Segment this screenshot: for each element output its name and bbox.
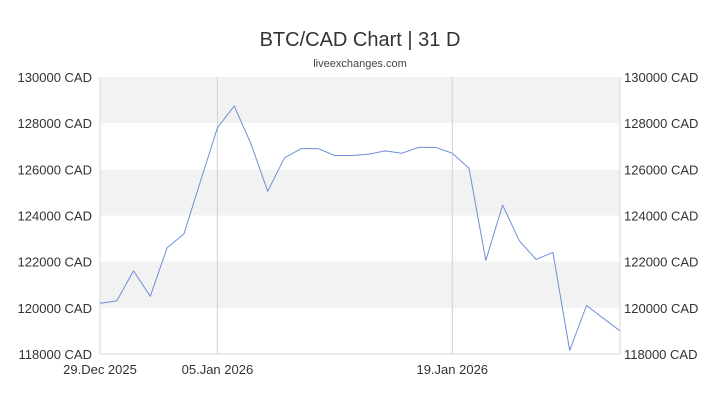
y-tick-label-right: 122000 CAD bbox=[624, 255, 698, 270]
data-point bbox=[568, 349, 571, 352]
y-tick-label-left: 118000 CAD bbox=[19, 347, 92, 362]
data-point bbox=[149, 295, 152, 298]
y-tick-label-right: 120000 CAD bbox=[624, 301, 698, 316]
y-tick-label-left: 120000 CAD bbox=[18, 301, 92, 316]
data-point bbox=[384, 149, 387, 152]
series-line-btc-cad bbox=[99, 105, 621, 351]
data-point bbox=[182, 233, 185, 236]
x-tick-label: 05.Jan 2026 bbox=[182, 362, 254, 377]
y-tick-label-right: 118000 CAD bbox=[624, 347, 697, 362]
data-point bbox=[132, 269, 135, 272]
data-point bbox=[266, 190, 269, 193]
data-point bbox=[199, 179, 202, 182]
data-point bbox=[619, 329, 622, 332]
data-point bbox=[166, 246, 169, 249]
y-tick-label-left: 124000 CAD bbox=[18, 209, 92, 224]
y-tick-label-right: 128000 CAD bbox=[624, 116, 698, 131]
data-point bbox=[518, 239, 521, 242]
grid-band-white bbox=[100, 307, 620, 354]
data-point bbox=[317, 147, 320, 150]
data-point bbox=[333, 154, 336, 157]
chart-title: BTC/CAD Chart | 31 D bbox=[260, 29, 461, 51]
y-tick-label-left: 130000 CAD bbox=[18, 70, 92, 85]
y-tick-label-right: 130000 CAD bbox=[624, 70, 698, 85]
y-tick-label-left: 126000 CAD bbox=[18, 162, 92, 177]
x-tick-label: 19.Jan 2026 bbox=[416, 362, 488, 377]
data-point bbox=[434, 146, 437, 149]
data-point bbox=[283, 156, 286, 159]
plot-frame bbox=[99, 77, 621, 355]
data-point bbox=[115, 299, 118, 302]
data-point bbox=[501, 204, 504, 207]
data-point bbox=[367, 153, 370, 156]
y-tick-label-right: 126000 CAD bbox=[624, 162, 698, 177]
data-point bbox=[602, 317, 605, 320]
x-axis-tick-labels: 29.Dec 2025 05.Jan 2026 19.Jan 2026 bbox=[63, 362, 488, 377]
data-point bbox=[484, 259, 487, 262]
grid-bands bbox=[100, 77, 620, 354]
data-point bbox=[300, 147, 303, 150]
y-tick-label-left: 122000 CAD bbox=[18, 255, 92, 270]
grid-band-grey bbox=[100, 169, 620, 216]
x-tick-label: 29.Dec 2025 bbox=[63, 362, 137, 377]
grid-band-grey bbox=[100, 261, 620, 308]
data-point bbox=[99, 302, 102, 305]
data-point bbox=[535, 258, 538, 261]
data-point bbox=[585, 304, 588, 307]
vertical-gridlines bbox=[216, 77, 453, 354]
data-point bbox=[468, 167, 471, 170]
grid-band-white bbox=[100, 215, 620, 262]
y-tick-label-right: 124000 CAD bbox=[624, 209, 698, 224]
data-point bbox=[417, 146, 420, 149]
data-point bbox=[216, 126, 219, 129]
y-axis-right-tick-labels: 118000 CAD 120000 CAD 122000 CAD 124000 CAD… bbox=[624, 70, 698, 362]
data-point bbox=[233, 104, 236, 107]
data-point bbox=[350, 154, 353, 157]
series-layer bbox=[99, 105, 621, 351]
grid-band-grey bbox=[100, 77, 620, 124]
data-point bbox=[250, 142, 253, 145]
data-point bbox=[400, 152, 403, 155]
y-axis-left-tick-labels: 118000 CAD 120000 CAD 122000 CAD 124000 CAD… bbox=[18, 70, 92, 362]
data-point bbox=[451, 152, 454, 155]
chart-subtitle: liveexchanges.com bbox=[313, 58, 407, 70]
y-tick-label-left: 128000 CAD bbox=[18, 116, 92, 131]
grid-band-white bbox=[100, 123, 620, 170]
data-point bbox=[551, 251, 554, 254]
